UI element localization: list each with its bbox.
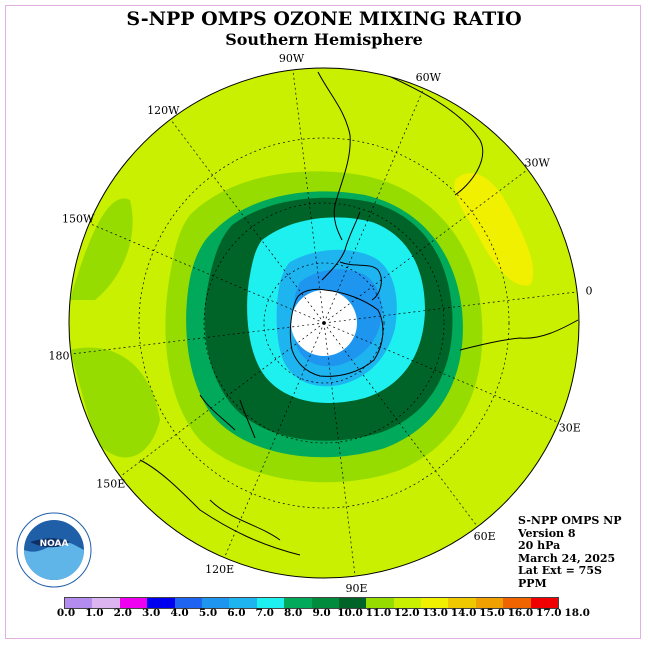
longitude-labels: 90W 60W 30W 0 30E 60E 90E 120E 150E 180 150W 120W xyxy=(49,52,593,595)
colorbar xyxy=(64,597,560,609)
colorbar-tick-label: 16.0 xyxy=(507,607,534,619)
colorbar-tick-label: 4.0 xyxy=(170,607,189,619)
longitude-label: 150E xyxy=(96,478,125,491)
longitude-label: 30W xyxy=(525,156,551,169)
colorbar-segment xyxy=(311,598,339,608)
colorbar-tick-label: 5.0 xyxy=(198,607,218,619)
longitude-label: 60E xyxy=(474,530,496,543)
info-date: March 24, 2025 xyxy=(518,551,616,565)
longitude-label: 120W xyxy=(147,104,180,117)
colorbar-tick-label: 15.0 xyxy=(479,607,505,619)
graticule xyxy=(70,69,578,577)
colorbar-tick-label: 6.0 xyxy=(227,607,246,619)
coastline-antarctica xyxy=(289,288,384,377)
sub-title: Southern Hemisphere xyxy=(225,30,423,49)
coastline-antarctic-peninsula xyxy=(321,211,382,301)
product-info: S-NPP OMPS NP Version 8 20 hPa March 24,… xyxy=(518,514,622,590)
colorbar-segment xyxy=(256,598,285,608)
colorbar-tick-label: 14.0 xyxy=(450,607,477,619)
colorbar-segment xyxy=(147,598,175,608)
coastline-africa xyxy=(459,319,579,351)
colorbar-segment xyxy=(530,598,559,608)
colorbar-tick-label: 11.0 xyxy=(365,607,392,619)
colorbar-tick-label: 8.0 xyxy=(284,607,303,619)
colorbar-ticks: 0.0 1.0 2.0 3.0 4.0 5.0 6.0 7.0 8.0 9.0 10.0 11.0 12… xyxy=(0,607,648,621)
colorbar-segment xyxy=(174,598,202,608)
colorbar-segment xyxy=(366,598,394,608)
colorbar-segment xyxy=(503,598,531,608)
info-version: Version 8 xyxy=(518,526,576,540)
ozone-contour-12-patch xyxy=(454,172,534,286)
colorbar-segment xyxy=(421,598,449,608)
south-pole-marker xyxy=(322,321,326,325)
info-product: S-NPP OMPS NP xyxy=(518,514,622,527)
noaa-logo-text: NOAA xyxy=(40,539,69,549)
longitude-label: 60W xyxy=(416,71,442,84)
colorbar-segment xyxy=(92,598,120,608)
colorbar-segment xyxy=(65,598,93,608)
info-level: 20 hPa xyxy=(518,539,561,552)
colorbar-tick-label: 0.0 xyxy=(56,607,76,619)
longitude-label: 150W xyxy=(62,213,95,226)
colorbar-segment xyxy=(393,598,422,608)
latitude-circle xyxy=(138,137,510,509)
colorbar-tick-label: 12.0 xyxy=(394,607,420,619)
info-units: PPM xyxy=(518,576,547,590)
colorbar-segment xyxy=(448,598,476,608)
colorbar-tick-label: 7.0 xyxy=(255,607,274,619)
longitude-label: 90E xyxy=(345,582,367,595)
longitude-label: 120E xyxy=(205,563,234,576)
info-lat-ext: Lat Ext = 75S xyxy=(518,564,602,577)
colorbar-segment xyxy=(119,598,148,608)
longitude-label: 0 xyxy=(586,285,593,298)
colorbar-tick-label: 18.0 xyxy=(564,607,590,619)
colorbar-tick-label: 13.0 xyxy=(422,607,448,619)
coastline-south-america xyxy=(317,71,484,241)
image-frame xyxy=(5,5,641,639)
colorbar-segment xyxy=(284,598,312,608)
colorbar-segment xyxy=(475,598,504,608)
colorbar-tick-label: 9.0 xyxy=(312,607,331,619)
coastline-new-zealand xyxy=(199,394,256,439)
coastline-australia xyxy=(139,459,301,556)
main-title: S-NPP OMPS OZONE MIXING RATIO xyxy=(126,8,522,30)
colorbar-tick-label: 1.0 xyxy=(85,607,104,619)
colorbar-tick-label: 2.0 xyxy=(113,607,132,619)
longitude-label: 30E xyxy=(559,421,581,434)
colorbar-segment xyxy=(229,598,257,608)
colorbar-segment xyxy=(338,598,367,608)
colorbar-tick-label: 17.0 xyxy=(536,607,562,619)
longitude-label: 180 xyxy=(49,350,70,363)
colorbar-tick-label: 3.0 xyxy=(142,607,161,619)
latitude-circle xyxy=(263,262,385,384)
noaa-logo: NOAA xyxy=(16,512,92,588)
colorbar-tick-label: 10.0 xyxy=(337,607,363,619)
map-boundary xyxy=(68,67,580,579)
longitude-label: 90W xyxy=(279,52,305,65)
latitude-circle xyxy=(203,202,445,444)
ozone-contour-11-left xyxy=(70,198,133,300)
colorbar-segment xyxy=(201,598,230,608)
